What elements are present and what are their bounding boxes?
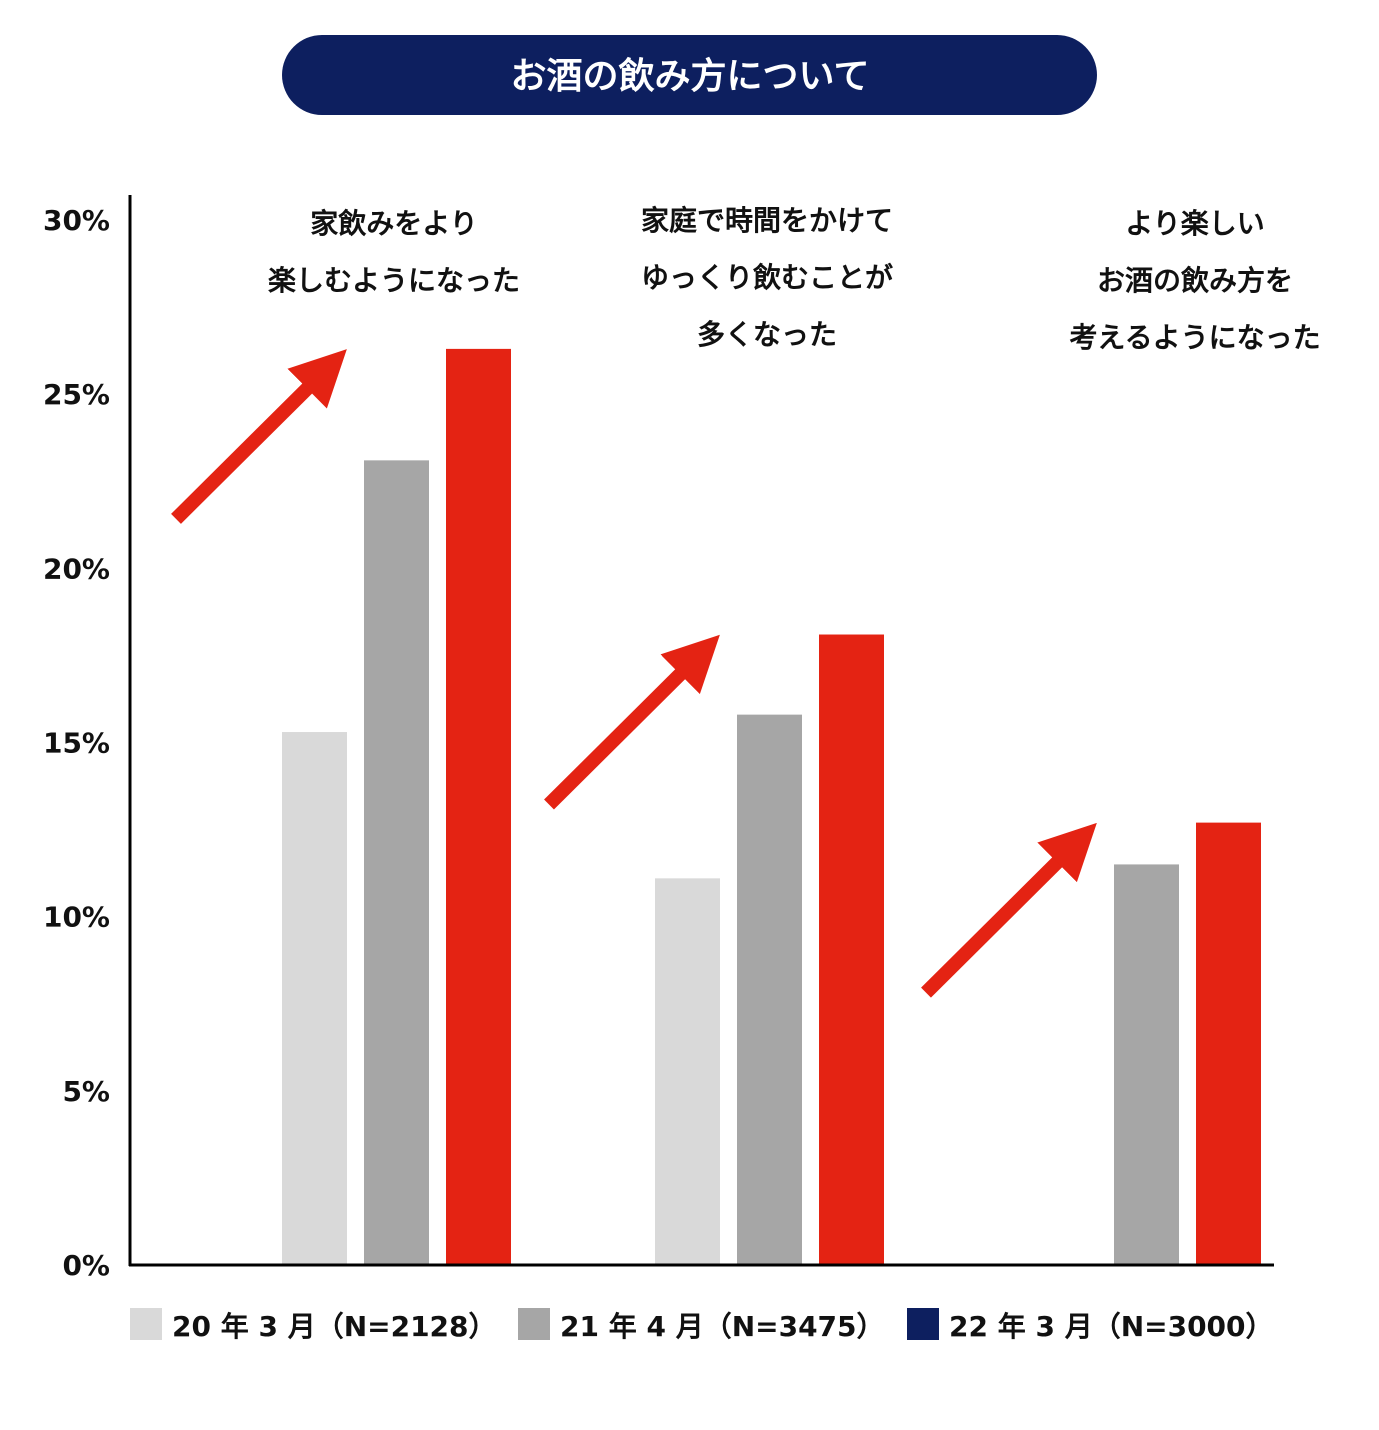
legend-swatch xyxy=(907,1308,939,1340)
bar xyxy=(737,714,802,1265)
y-tick-label: 30% xyxy=(43,204,110,237)
legend-label: 20 年 3 月（N=2128） xyxy=(172,1310,497,1343)
y-tick-label: 15% xyxy=(43,727,110,760)
legend-label: 22 年 3 月（N=3000） xyxy=(949,1310,1274,1343)
title-background xyxy=(282,35,1097,115)
bar xyxy=(1114,864,1179,1265)
y-tick-label: 10% xyxy=(43,901,110,934)
category-label: ゆっくり飲むことが xyxy=(641,261,893,294)
trend-arrow xyxy=(921,822,1097,998)
legend-swatch xyxy=(518,1308,550,1340)
category-label: 家飲みをより xyxy=(310,207,477,240)
chart-title: お酒の飲み方について xyxy=(282,35,1097,115)
y-tick-label: 20% xyxy=(43,552,110,585)
title-text: お酒の飲み方について xyxy=(511,56,870,97)
category-label: 多くなった xyxy=(697,318,837,351)
category-label: より楽しい xyxy=(1125,207,1264,240)
bar xyxy=(819,634,884,1265)
bar xyxy=(282,732,347,1265)
y-tick-label: 25% xyxy=(43,378,110,411)
bars xyxy=(282,348,1261,1266)
trend-arrows xyxy=(171,349,1097,998)
bar xyxy=(364,460,429,1266)
category-label: 考えるようになった xyxy=(1069,321,1320,354)
category-label: お酒の飲み方を xyxy=(1097,264,1293,297)
category-label: 家庭で時間をかけて xyxy=(641,204,893,237)
trend-arrow xyxy=(544,634,720,810)
bar xyxy=(655,878,720,1265)
y-tick-label: 5% xyxy=(62,1075,110,1108)
bar xyxy=(446,348,511,1266)
legend: 20 年 3 月（N=2128） 21 年 4 月（N=3475） 22 年 3 月… xyxy=(130,1308,1274,1343)
trend-arrow xyxy=(171,349,347,524)
y-axis-tick-labels: 0% 5% 10% 15% 20% 25% 30% xyxy=(43,204,110,1282)
legend-label: 21 年 4 月（N=3475） xyxy=(560,1310,885,1343)
y-tick-label: 0% xyxy=(62,1249,110,1282)
bar xyxy=(1196,822,1261,1265)
legend-swatch xyxy=(130,1308,162,1340)
category-label: 楽しむようになった xyxy=(268,264,520,297)
